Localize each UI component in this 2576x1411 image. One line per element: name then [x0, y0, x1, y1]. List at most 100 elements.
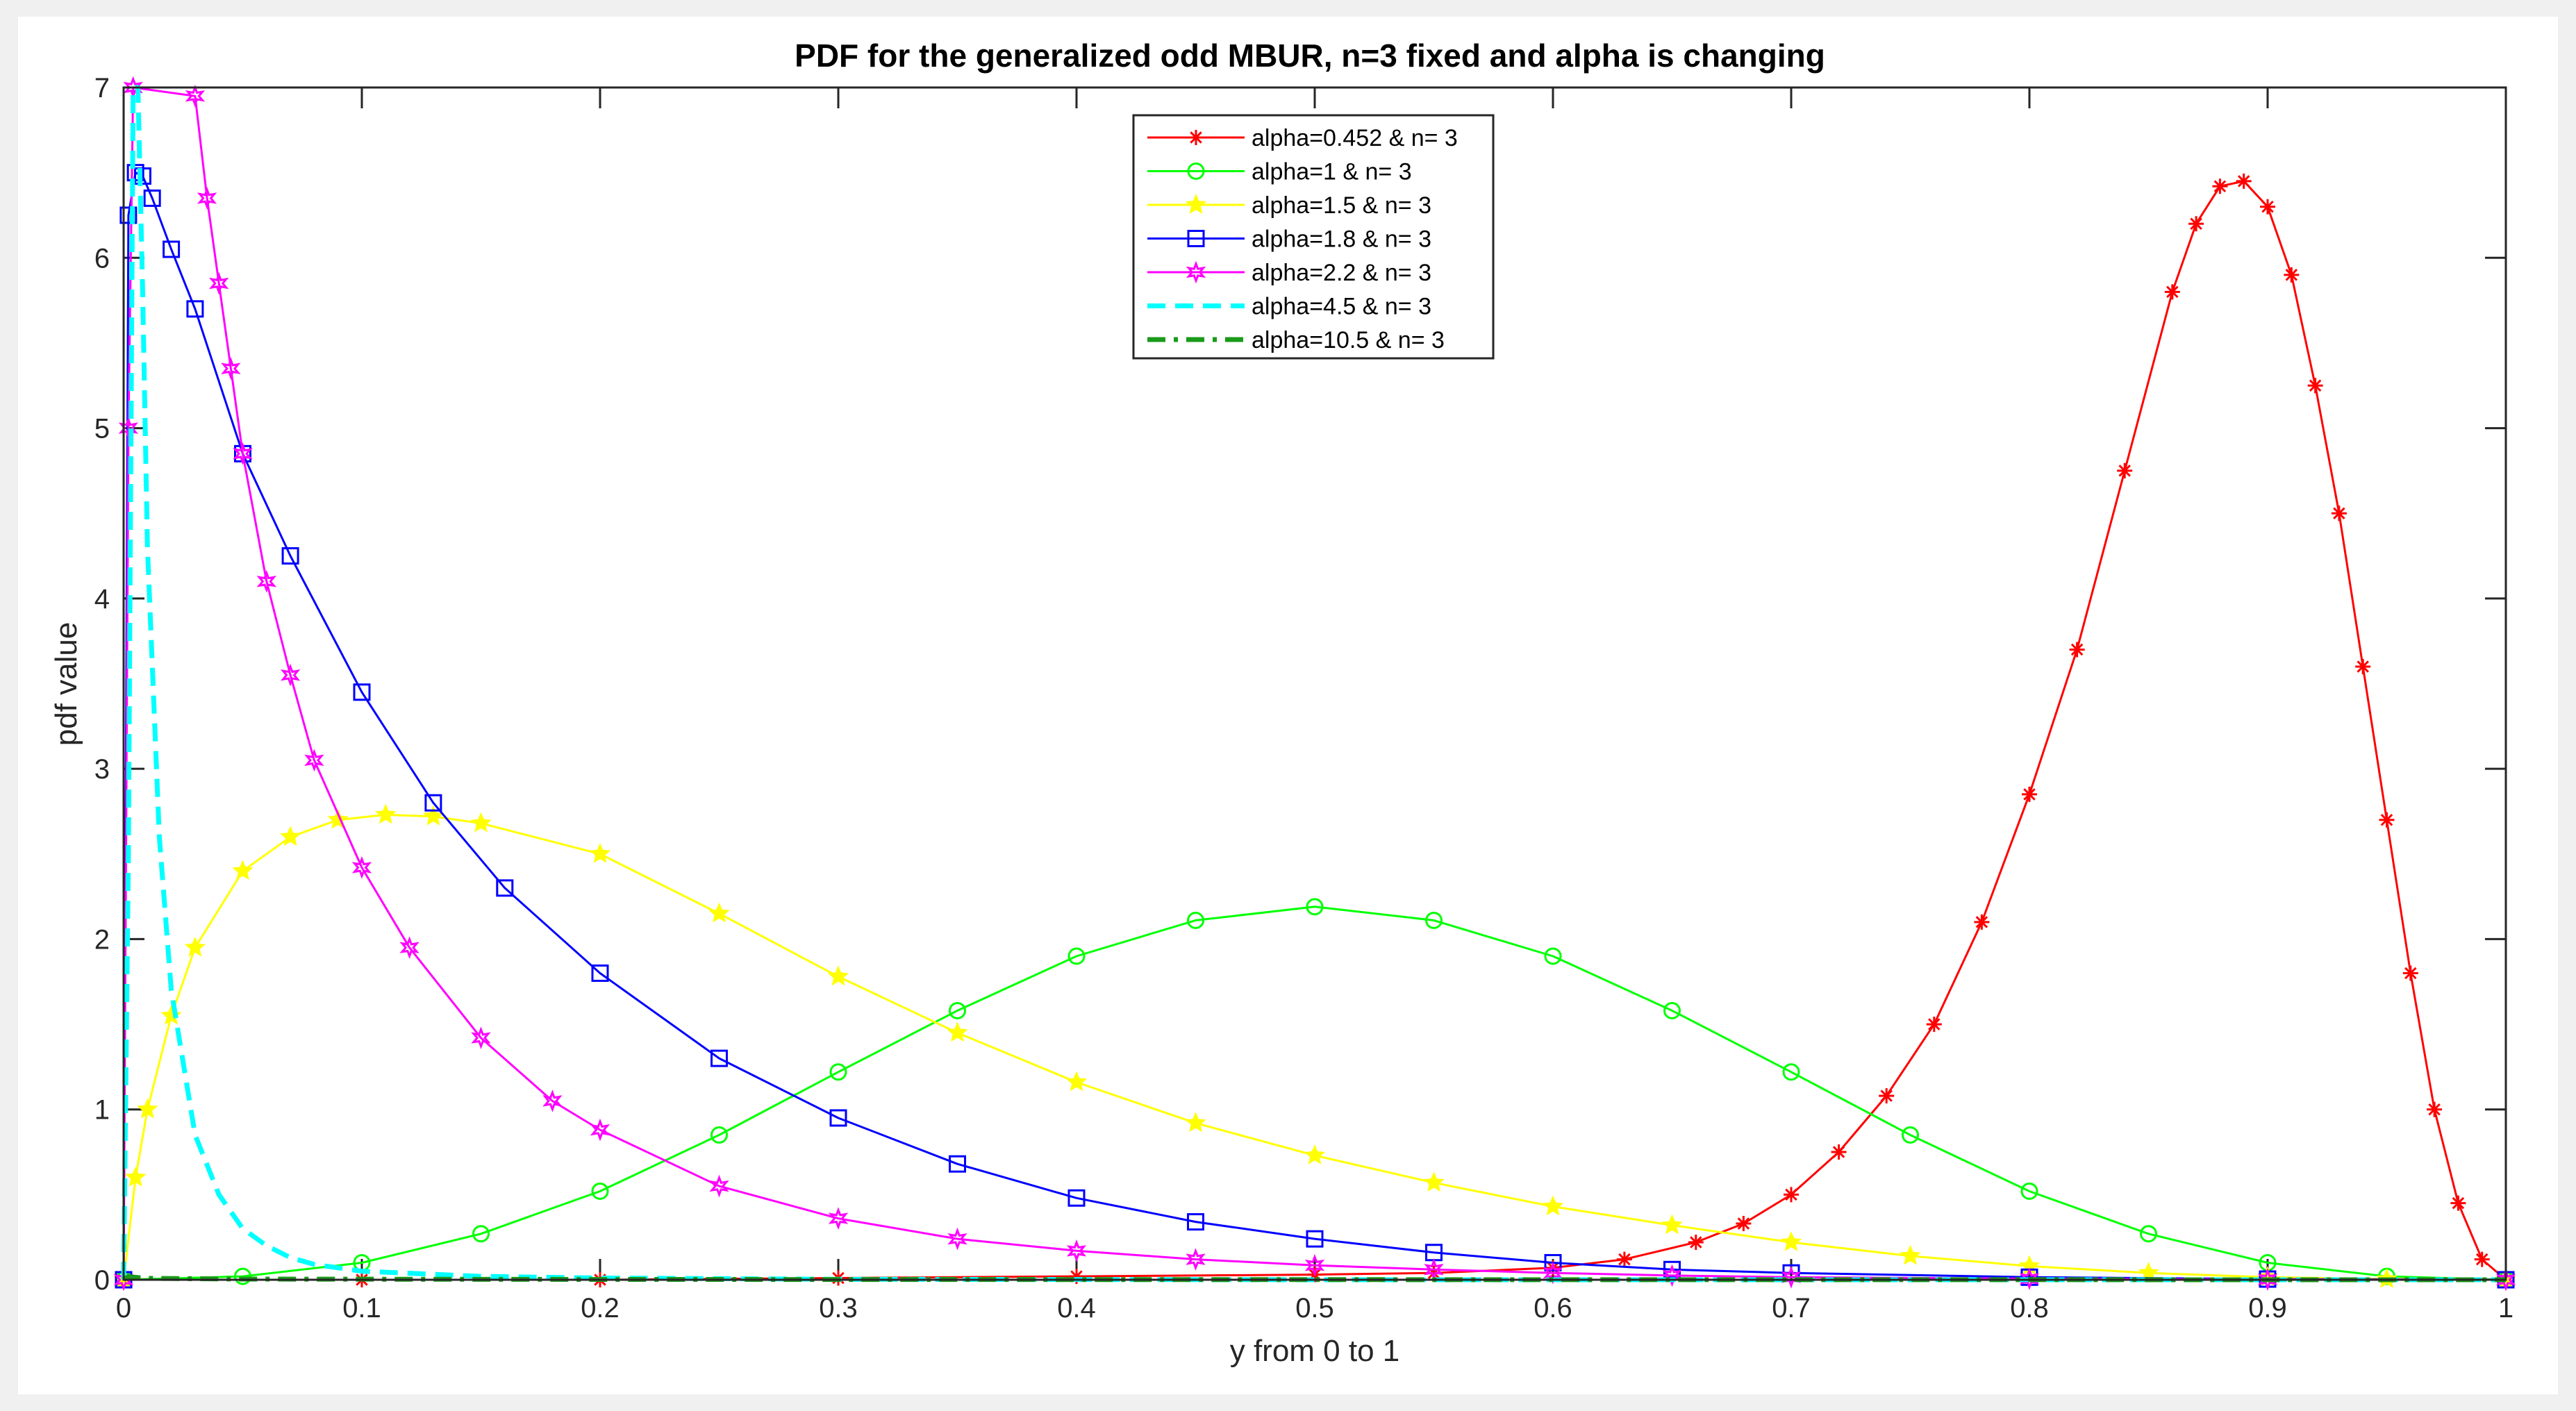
data-point-marker	[1187, 230, 1205, 247]
data-point-marker	[351, 856, 372, 879]
x-tick-label: 0.4	[1057, 1293, 1096, 1324]
data-point-marker	[1663, 1001, 1681, 1019]
legend-label: alpha=2.2 & n= 3	[1252, 260, 1431, 286]
data-point-marker	[829, 1063, 847, 1081]
data-point-marker	[119, 206, 138, 224]
data-point-marker	[399, 936, 419, 960]
data-point-marker	[828, 1207, 849, 1230]
data-point-marker	[542, 1089, 563, 1112]
data-point-marker	[1423, 1171, 1445, 1192]
legend-item: alpha=1.5 & n= 3	[1147, 192, 1431, 219]
legend: alpha=0.452 & n= 3 alpha=1 & n= 3 alpha=1.…	[1132, 114, 1495, 360]
data-point-marker	[281, 547, 299, 565]
data-point-marker	[197, 186, 217, 210]
legend-label: alpha=1.5 & n= 3	[1252, 192, 1431, 219]
series-line	[124, 180, 2507, 1281]
data-point-marker	[711, 1126, 728, 1144]
data-point-marker	[470, 812, 492, 833]
x-tick-label: 0.3	[819, 1293, 858, 1324]
data-point-marker	[947, 1021, 968, 1042]
data-point-marker	[1544, 1253, 1562, 1271]
data-point-marker	[256, 569, 277, 593]
legend-label: alpha=1 & n= 3	[1252, 159, 1412, 185]
x-tick-label: 0.7	[1772, 1293, 1811, 1324]
data-point-marker	[2212, 178, 2228, 194]
series-line	[122, 86, 2507, 1281]
data-point-marker	[2069, 642, 2085, 658]
data-point-marker	[711, 1049, 728, 1067]
chart-title: PDF for the generalized odd MBUR, n=3 fi…	[795, 37, 1825, 74]
data-point-marker	[1185, 193, 1207, 214]
data-point-marker	[496, 879, 514, 897]
data-point-marker	[2020, 1182, 2038, 1200]
legend-items: alpha=0.452 & n= 3 alpha=1 & n= 3 alpha=1.…	[1147, 125, 1458, 353]
x-tick-label: 0.2	[581, 1293, 620, 1324]
data-point-marker	[947, 1227, 967, 1251]
x-tick-label: 0.5	[1295, 1293, 1334, 1324]
data-point-marker	[1187, 162, 1205, 180]
data-point-marker	[1425, 911, 1443, 929]
data-point-marker	[2019, 1267, 2040, 1290]
data-point-marker	[1616, 1251, 1632, 1267]
data-point-marker	[1304, 1144, 1326, 1164]
x-tick-label: 1	[2498, 1293, 2513, 1324]
series-line	[122, 813, 2507, 1281]
data-point-marker	[471, 1026, 491, 1050]
legend-label: alpha=0.452 & n= 3	[1252, 125, 1458, 151]
data-point-marker	[1306, 898, 1324, 916]
data-point-marker	[1831, 1144, 1847, 1160]
x-tick-label: 0.9	[2248, 1293, 2287, 1324]
data-point-marker	[2495, 1268, 2516, 1292]
data-point-marker	[133, 167, 151, 185]
legend-item: alpha=2.2 & n= 3	[1147, 260, 1431, 286]
data-point-marker	[1187, 911, 1204, 929]
data-point-marker	[1688, 1235, 1704, 1251]
data-point-marker	[2427, 1101, 2443, 1117]
data-point-marker	[233, 442, 253, 465]
data-point-marker	[1661, 1214, 1683, 1235]
data-point-marker	[1067, 1189, 1086, 1207]
data-point-marker	[2022, 786, 2037, 802]
x-tick-label: 0.6	[1534, 1293, 1572, 1324]
data-point-marker	[1662, 1264, 1682, 1287]
y-tick-label: 3	[94, 754, 110, 785]
data-point-marker	[827, 965, 849, 986]
data-point-marker	[1188, 130, 1204, 145]
data-point-marker	[949, 1155, 966, 1173]
y-tick-label: 2	[94, 924, 110, 955]
data-point-marker	[1781, 1265, 1802, 1289]
data-point-marker	[2164, 284, 2180, 300]
data-point-marker	[279, 826, 301, 846]
data-point-marker	[1926, 1017, 1942, 1033]
data-point-marker	[708, 902, 730, 923]
data-point-marker	[1545, 1260, 1561, 1276]
data-point-marker	[2138, 1262, 2159, 1283]
data-point-marker	[1780, 1230, 1802, 1251]
data-point-marker	[591, 1182, 609, 1200]
data-point-marker	[1187, 1213, 1204, 1231]
data-point-marker	[591, 964, 609, 982]
data-point-marker	[353, 683, 371, 701]
y-tick-label: 5	[94, 414, 110, 444]
data-point-marker	[1185, 1112, 1206, 1133]
data-point-marker	[143, 189, 161, 207]
data-point-marker	[1426, 1265, 1442, 1281]
data-point-marker	[589, 842, 611, 863]
y-tick-label: 1	[94, 1095, 110, 1126]
x-axis-label: y from 0 to 1	[1230, 1334, 1400, 1368]
data-point-marker	[1974, 914, 1990, 930]
data-point-marker	[1902, 1126, 1919, 1144]
data-point-marker	[1065, 1071, 1088, 1092]
y-tick-label: 0	[94, 1265, 110, 1296]
data-point-marker	[137, 1098, 158, 1119]
data-point-marker	[1879, 1088, 1895, 1104]
data-point-marker	[2236, 173, 2252, 189]
data-point-marker	[1186, 260, 1206, 284]
legend-item: alpha=1.8 & n= 3	[1147, 226, 1431, 253]
data-point-marker	[590, 1118, 610, 1142]
data-point-marker	[422, 805, 444, 826]
data-point-marker	[185, 84, 206, 108]
data-point-marker	[1663, 1260, 1681, 1278]
y-axis-label: pdf value	[49, 622, 83, 746]
